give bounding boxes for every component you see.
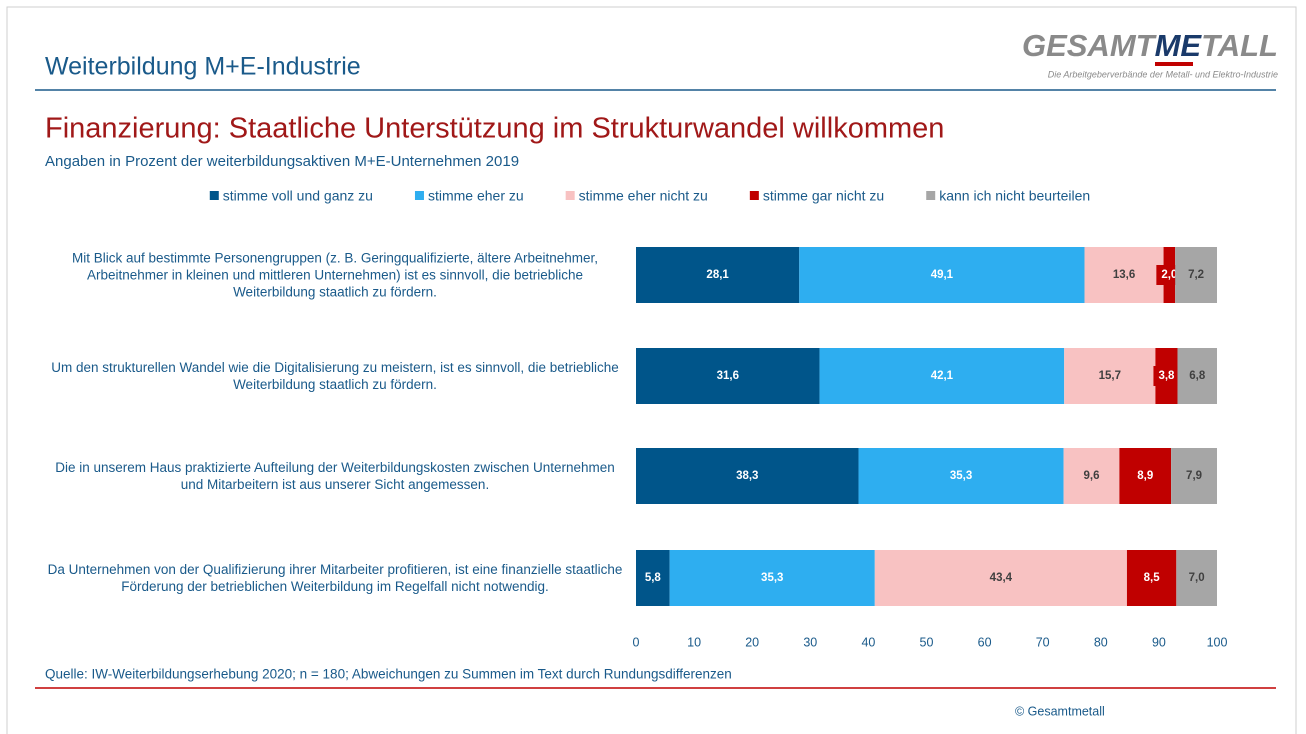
category-label: Die in unserem Haus praktizierte Aufteil… [55, 460, 615, 492]
x-tick-label: 0 [633, 635, 640, 649]
value-label: 2,0 [1161, 269, 1177, 281]
value-label: 8,5 [1144, 572, 1161, 584]
value-label-box [1132, 466, 1159, 486]
logo: GESAMTMETALL [1022, 28, 1278, 63]
copyright: © Gesamtmetall [1015, 704, 1105, 718]
logo-accent [1155, 62, 1193, 66]
bar-segment [669, 550, 875, 606]
value-label: 31,6 [717, 370, 739, 382]
value-label: 42,1 [931, 370, 954, 382]
category-label: Da Unternehmen von der Qualifizierung ih… [47, 562, 623, 594]
value-label: 3,8 [1158, 370, 1175, 382]
bar-segment [636, 448, 859, 504]
x-tick-label: 100 [1207, 635, 1228, 649]
x-tick-label: 10 [687, 635, 701, 649]
x-tick-label: 90 [1152, 635, 1166, 649]
bar-segment [799, 247, 1085, 303]
x-tick-label: 70 [1036, 635, 1050, 649]
value-label: 35,3 [761, 572, 783, 584]
bar-segment [1175, 247, 1217, 303]
legend-swatch [565, 191, 575, 200]
value-label-box [1153, 366, 1180, 386]
x-tick-label: 80 [1094, 635, 1108, 649]
x-tick-label: 30 [803, 635, 817, 649]
value-label: 15,7 [1099, 370, 1121, 382]
value-label: 43,4 [990, 572, 1013, 584]
value-label: 6,8 [1189, 370, 1206, 382]
legend-label: kann ich nicht beurteilen [939, 188, 1090, 204]
value-label: 49,1 [931, 269, 954, 281]
value-label: 7,9 [1186, 470, 1202, 482]
value-label: 9,6 [1084, 470, 1100, 482]
value-label: 5,8 [645, 572, 662, 584]
logo-tagline: Die Arbeitgeberverbände der Metall- und … [1048, 69, 1278, 79]
value-label: 7,2 [1188, 269, 1204, 281]
legend-swatch [414, 191, 424, 200]
chart-subtitle: Angaben in Prozent der weiterbildungsakt… [45, 153, 519, 170]
logo-part: TALL [1201, 28, 1278, 63]
chart-title: Finanzierung: Staatliche Unterstützung i… [45, 113, 944, 145]
legend-swatch [749, 191, 759, 200]
legend-label: stimme gar nicht zu [763, 188, 884, 204]
bar-segment [874, 550, 1127, 606]
bar-segment [1171, 448, 1217, 504]
legend-label: stimme voll und ganz zu [223, 188, 373, 204]
value-label: 8,9 [1137, 470, 1153, 482]
bar-segment [1176, 550, 1217, 606]
bar-segment [636, 348, 820, 404]
value-label: 28,1 [706, 269, 729, 281]
x-tick-label: 50 [920, 635, 934, 649]
value-label: 35,3 [950, 470, 972, 482]
bar-segment [636, 550, 670, 606]
bar-segment [1064, 348, 1156, 404]
value-label: 38,3 [736, 470, 758, 482]
logo-part: ME [1155, 28, 1203, 63]
x-tick-label: 60 [978, 635, 992, 649]
legend-label: stimme eher nicht zu [579, 188, 708, 204]
bar-segment [819, 348, 1065, 404]
logo-part: GESAMT [1022, 28, 1158, 63]
category-label: Mit Blick auf bestimmte Personengruppen … [72, 250, 598, 300]
bar-segment [1084, 247, 1164, 303]
x-tick-label: 40 [861, 635, 875, 649]
value-label: 13,6 [1113, 269, 1135, 281]
bar-segment [636, 247, 800, 303]
slide-frame [6, 6, 1297, 734]
legend-swatch [209, 191, 219, 200]
legend-swatch [926, 191, 936, 200]
header-title: Weiterbildung M+E-Industrie [45, 53, 361, 81]
value-label: 7,0 [1189, 572, 1205, 584]
category-label: Um den strukturellen Wandel wie die Digi… [51, 360, 619, 392]
value-label-box [1138, 568, 1165, 588]
bar-segment [1177, 348, 1217, 404]
source-note: Quelle: IW-Weiterbildungserhebung 2020; … [45, 667, 732, 682]
bar-segment [1063, 448, 1120, 504]
legend-label: stimme eher zu [428, 188, 524, 204]
bar-segment [858, 448, 1064, 504]
x-tick-label: 20 [745, 635, 759, 649]
